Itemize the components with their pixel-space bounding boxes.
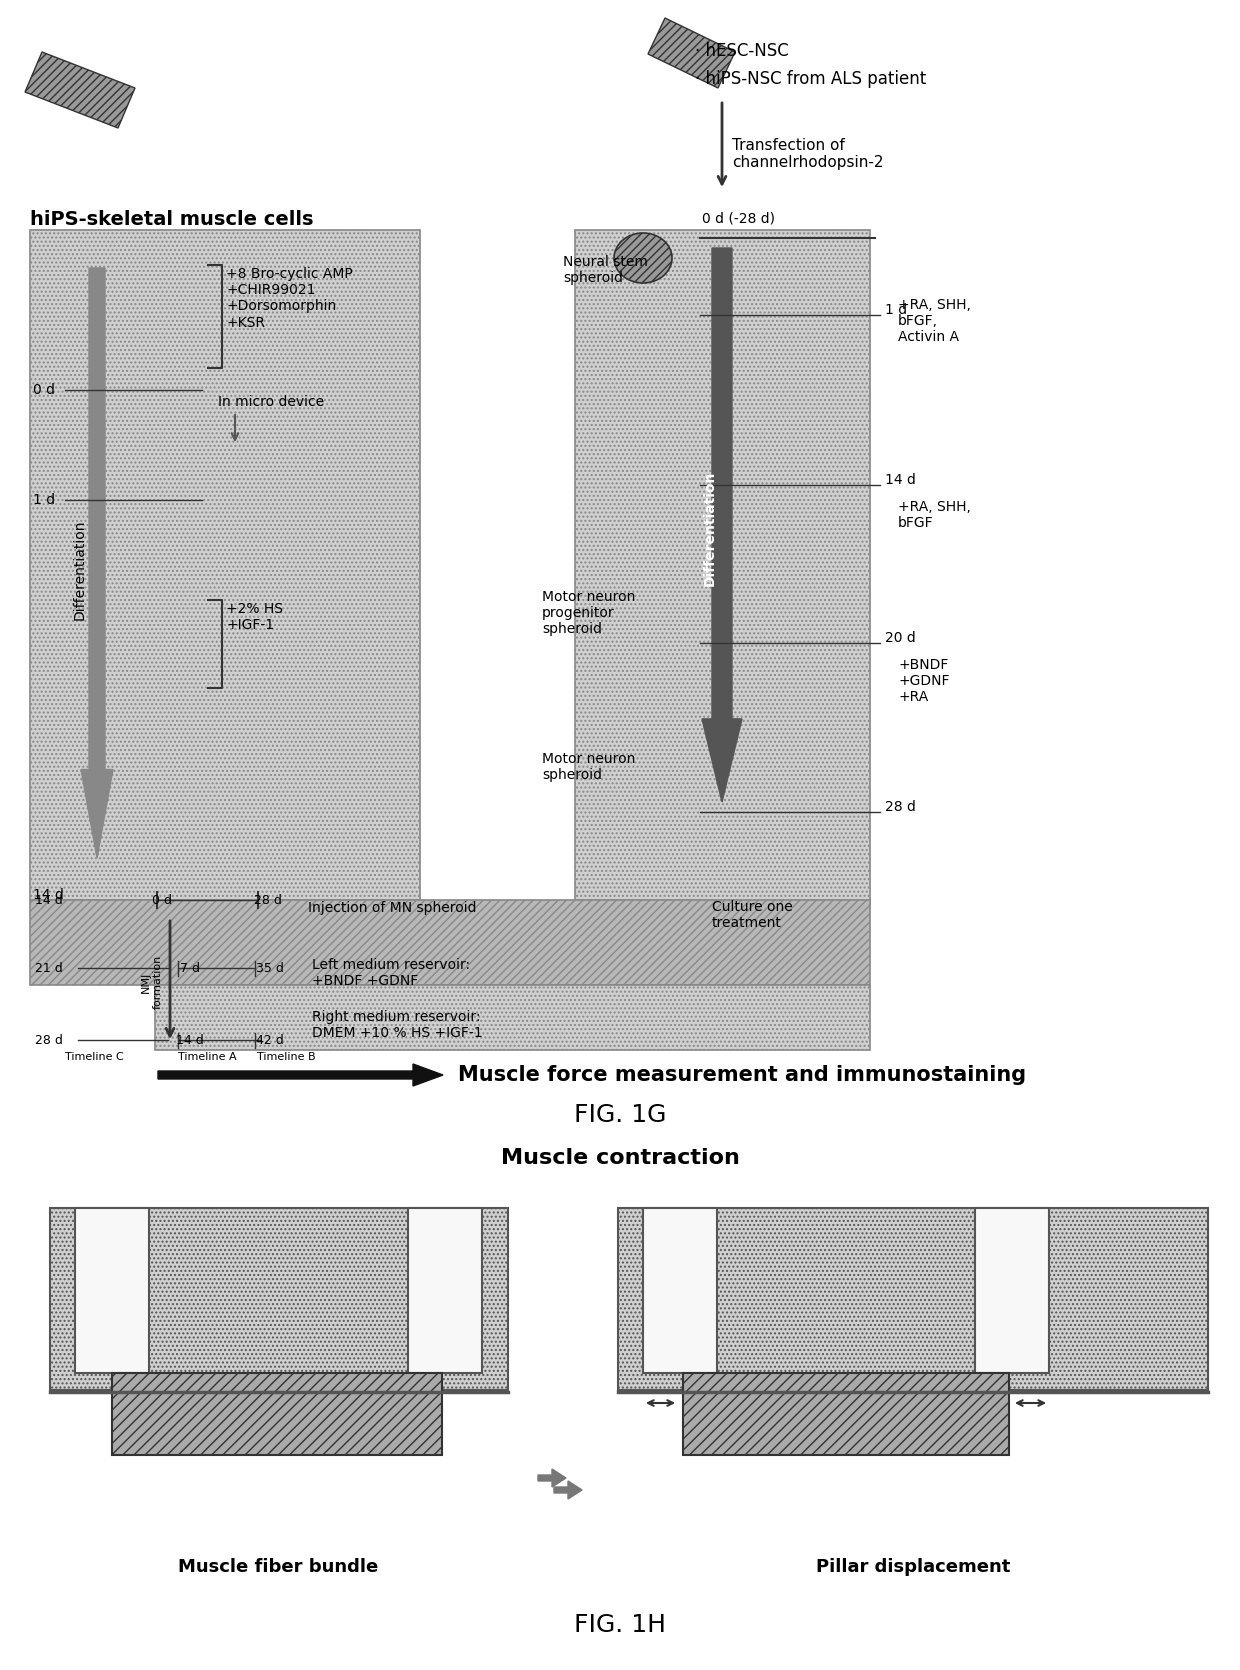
Text: 14 d: 14 d xyxy=(35,893,63,907)
Text: 42 d: 42 d xyxy=(257,1034,284,1047)
Bar xyxy=(408,1207,482,1373)
Text: 0 d (-28 d): 0 d (-28 d) xyxy=(702,212,775,225)
Text: Muscle fiber bundle: Muscle fiber bundle xyxy=(177,1558,378,1576)
Bar xyxy=(30,230,420,900)
FancyArrow shape xyxy=(157,1064,443,1086)
Bar xyxy=(112,1373,441,1455)
Text: 20 d: 20 d xyxy=(885,631,916,645)
Text: Culture one
treatment: Culture one treatment xyxy=(712,900,792,930)
Text: Timeline A: Timeline A xyxy=(179,1052,237,1062)
Text: +RA, SHH,
bFGF,
Activin A: +RA, SHH, bFGF, Activin A xyxy=(898,297,971,344)
Polygon shape xyxy=(649,18,735,89)
Text: Motor neuron
progenitor
spheroid: Motor neuron progenitor spheroid xyxy=(542,590,635,636)
Bar xyxy=(683,1373,1009,1455)
Text: In micro device: In micro device xyxy=(218,396,324,409)
Text: · hESC-NSC: · hESC-NSC xyxy=(694,42,789,60)
Text: Neural stem
spheroid: Neural stem spheroid xyxy=(563,256,647,286)
Text: NMJ
formation: NMJ formation xyxy=(141,955,162,1009)
Bar xyxy=(50,1207,508,1389)
Text: 7 d: 7 d xyxy=(180,962,200,975)
Bar xyxy=(30,900,870,985)
Text: Pillar displacement: Pillar displacement xyxy=(816,1558,1011,1576)
Text: Left medium reservoir:
+BNDF +GDNF: Left medium reservoir: +BNDF +GDNF xyxy=(312,959,470,989)
Text: 21 d: 21 d xyxy=(35,962,63,975)
Text: 14 d: 14 d xyxy=(176,1034,203,1047)
Bar xyxy=(644,1207,717,1373)
Text: Right medium reservoir:
DMEM +10 % HS +IGF-1: Right medium reservoir: DMEM +10 % HS +I… xyxy=(312,1010,482,1040)
Text: hiPS-skeletal muscle cells: hiPS-skeletal muscle cells xyxy=(30,210,314,229)
Bar xyxy=(575,230,870,905)
Text: Differentiation: Differentiation xyxy=(703,471,717,586)
Text: +RA, SHH,
bFGF: +RA, SHH, bFGF xyxy=(898,499,971,529)
FancyArrow shape xyxy=(81,267,113,858)
Text: Transfection of
channelrhodopsin-2: Transfection of channelrhodopsin-2 xyxy=(732,139,883,170)
Text: Muscle force measurement and immunostaining: Muscle force measurement and immunostain… xyxy=(458,1065,1027,1086)
Text: +BNDF
+GDNF
+RA: +BNDF +GDNF +RA xyxy=(898,658,950,705)
Text: 14 d: 14 d xyxy=(33,888,64,902)
Text: 28 d: 28 d xyxy=(35,1034,63,1047)
Text: 35 d: 35 d xyxy=(257,962,284,975)
Bar xyxy=(155,985,870,1050)
Polygon shape xyxy=(25,52,135,129)
Text: Timeline B: Timeline B xyxy=(257,1052,316,1062)
Text: +8 Bro-cyclic AMP
+CHIR99021
+Dorsomorphin
+KSR: +8 Bro-cyclic AMP +CHIR99021 +Dorsomorph… xyxy=(226,267,352,329)
Text: +2% HS
+IGF-1: +2% HS +IGF-1 xyxy=(226,601,283,633)
Text: 1 d: 1 d xyxy=(33,493,55,508)
Text: 1 d: 1 d xyxy=(885,302,908,317)
Ellipse shape xyxy=(614,234,672,282)
Text: · hiPS-NSC from ALS patient: · hiPS-NSC from ALS patient xyxy=(694,70,926,89)
Text: 28 d: 28 d xyxy=(885,800,916,813)
Text: 28 d: 28 d xyxy=(254,893,281,907)
Text: Muscle contraction: Muscle contraction xyxy=(501,1147,739,1167)
Bar xyxy=(74,1207,149,1373)
Text: Motor neuron
spheroid: Motor neuron spheroid xyxy=(542,752,635,782)
Text: Injection of MN spheroid: Injection of MN spheroid xyxy=(308,902,476,915)
Text: 14 d: 14 d xyxy=(885,473,916,488)
FancyArrow shape xyxy=(554,1481,582,1500)
Text: FIG. 1H: FIG. 1H xyxy=(574,1613,666,1637)
Bar xyxy=(975,1207,1049,1373)
Text: 0 d: 0 d xyxy=(33,382,55,397)
FancyArrow shape xyxy=(702,249,742,802)
FancyArrow shape xyxy=(538,1470,565,1486)
Text: Timeline C: Timeline C xyxy=(64,1052,124,1062)
Text: 0 d: 0 d xyxy=(153,893,172,907)
Bar xyxy=(618,1207,1208,1389)
Text: FIG. 1G: FIG. 1G xyxy=(574,1102,666,1127)
Text: Differentiation: Differentiation xyxy=(73,519,87,620)
